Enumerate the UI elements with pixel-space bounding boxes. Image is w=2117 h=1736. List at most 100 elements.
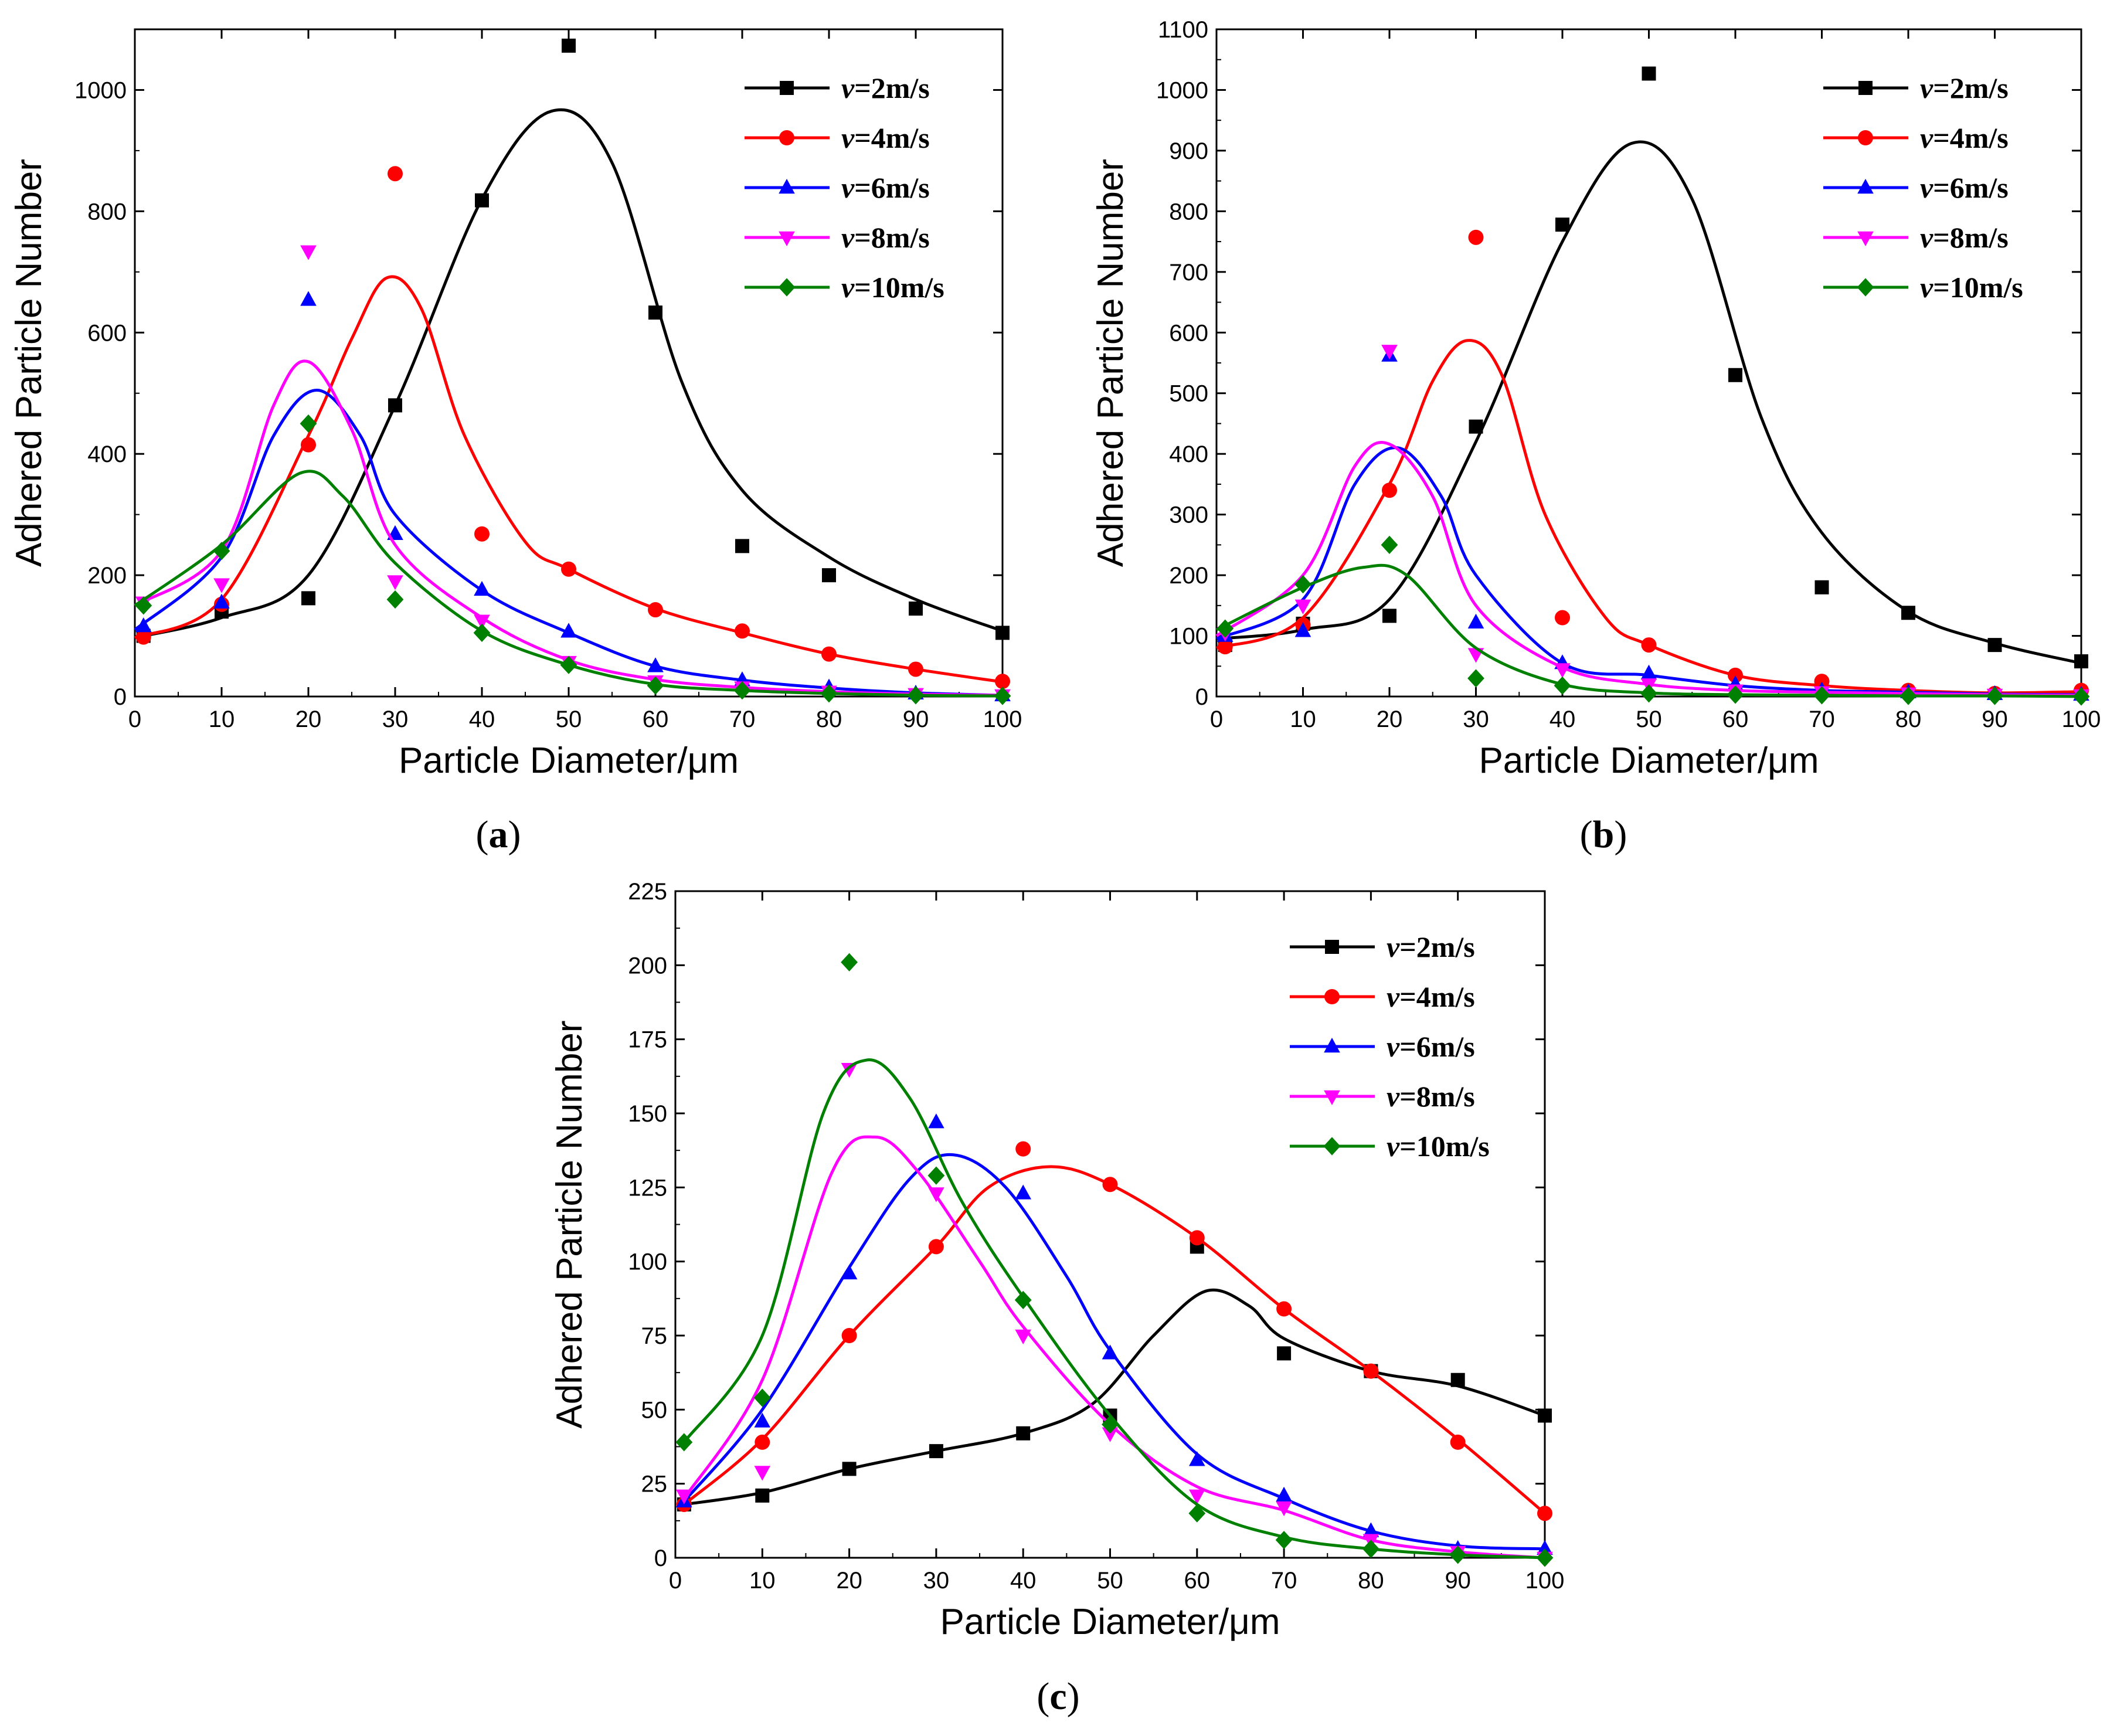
data-point	[1294, 599, 1311, 614]
legend-label: v=2m/s	[1920, 72, 2009, 104]
y-tick-label: 225	[628, 879, 667, 905]
x-tick-label: 40	[469, 706, 495, 732]
x-tick-label: 30	[1463, 706, 1489, 732]
data-point	[1468, 229, 1484, 245]
x-tick-label: 80	[1895, 706, 1922, 732]
x-axis-title: Particle Diameter/μm	[1479, 740, 1819, 781]
x-tick-label: 90	[903, 706, 929, 732]
data-point	[213, 542, 230, 560]
x-tick-label: 20	[295, 706, 322, 732]
data-point	[300, 414, 317, 433]
legend-entry: v=8m/s	[745, 221, 930, 254]
legend-marker	[779, 179, 795, 194]
legend-entry: v=8m/s	[1823, 221, 2009, 254]
data-point	[1294, 575, 1311, 594]
data-point	[1189, 1230, 1205, 1246]
data-point	[927, 1166, 945, 1185]
data-point	[1555, 610, 1570, 626]
data-point	[1382, 609, 1396, 623]
data-point	[648, 305, 662, 320]
y-tick-label: 700	[1169, 260, 1208, 286]
y-axis-title: Adhered Particle Number	[549, 1020, 590, 1428]
x-tick-label: 60	[1184, 1568, 1211, 1594]
panel-label: (b)	[1580, 813, 1627, 856]
legend-marker	[779, 231, 795, 246]
series-v6	[134, 291, 1011, 702]
data-point	[820, 684, 838, 703]
legend-marker	[1857, 278, 1874, 297]
x-tick-label: 50	[1097, 1568, 1123, 1594]
y-tick-label: 150	[628, 1101, 667, 1127]
x-tick-label: 70	[729, 706, 756, 732]
y-tick-label: 500	[1169, 381, 1208, 407]
data-point	[301, 591, 315, 606]
legend-label: v=8m/s	[1387, 1080, 1475, 1113]
legend-entry: v=4m/s	[1823, 121, 2009, 154]
data-point	[929, 1444, 943, 1459]
y-tick-label: 1000	[1156, 77, 1208, 103]
legend-entry: v=4m/s	[1290, 980, 1475, 1013]
data-point	[1467, 669, 1484, 688]
x-tick-label: 70	[1809, 706, 1835, 732]
data-point	[648, 602, 663, 618]
data-point	[135, 596, 152, 615]
data-point	[1467, 613, 1484, 629]
legend-marker	[1324, 1038, 1340, 1053]
y-tick-label: 100	[1169, 624, 1208, 650]
data-point	[386, 590, 404, 609]
chart-panel-b: 0 10 20 30 40 50 60 70 80 90 100010020030040050060…	[1090, 17, 2101, 856]
data-point	[1813, 686, 1830, 705]
data-point	[561, 561, 576, 577]
x-tick-label: 0	[128, 706, 141, 732]
y-tick-label: 600	[87, 320, 127, 346]
data-point	[754, 1466, 771, 1481]
data-point	[1277, 1346, 1292, 1361]
x-tick-label: 100	[1525, 1568, 1565, 1594]
data-point	[1102, 1427, 1119, 1442]
legend-label: v=2m/s	[841, 72, 930, 104]
legend-entry: v=10m/s	[1290, 1130, 1490, 1163]
legend-entry: v=6m/s	[745, 171, 930, 204]
y-tick-label: 1000	[74, 77, 127, 103]
data-point	[1102, 1177, 1118, 1193]
data-point	[1381, 535, 1398, 554]
legend-label: v=4m/s	[841, 121, 930, 154]
y-tick-label: 0	[654, 1545, 667, 1571]
legend-entry: v=10m/s	[745, 271, 944, 304]
x-axis-title: Particle Diameter/μm	[399, 740, 739, 781]
data-point	[1189, 1489, 1205, 1504]
series-v4	[676, 1141, 1552, 1521]
legend-label: v=10m/s	[1920, 271, 2023, 304]
data-point	[755, 1434, 770, 1450]
y-tick-label: 200	[1169, 563, 1208, 589]
fit-curve	[683, 1165, 1546, 1515]
legend-label: v=8m/s	[841, 221, 930, 254]
data-point	[1469, 419, 1483, 434]
data-point	[474, 580, 490, 596]
data-point	[213, 578, 230, 593]
legend-entry: v=2m/s	[745, 72, 930, 104]
data-point	[1015, 1141, 1031, 1157]
data-point	[1814, 674, 1830, 689]
y-tick-label: 75	[641, 1323, 668, 1349]
legend-entry: v=2m/s	[1823, 72, 2009, 104]
data-point	[1537, 1540, 1553, 1555]
y-axis-title: Adhered Particle Number	[1090, 159, 1131, 567]
panel-label: (a)	[476, 813, 521, 856]
x-axis-title: Particle Diameter/μm	[940, 1602, 1280, 1642]
fit-curve	[1215, 441, 2082, 697]
legend-label: v=10m/s	[1387, 1130, 1490, 1163]
data-point	[1901, 606, 1915, 620]
data-point	[300, 245, 317, 260]
legend-label: v=4m/s	[1387, 980, 1475, 1013]
legend-entry: v=8m/s	[1290, 1080, 1475, 1113]
legend-entry: v=2m/s	[1290, 930, 1475, 963]
legend-marker	[1857, 231, 1874, 246]
y-tick-label: 25	[641, 1472, 668, 1497]
data-point	[1728, 368, 1742, 382]
data-point	[995, 626, 1010, 640]
data-point	[388, 166, 403, 182]
data-point	[1814, 580, 1829, 594]
data-point	[475, 193, 489, 208]
data-point	[135, 617, 152, 633]
